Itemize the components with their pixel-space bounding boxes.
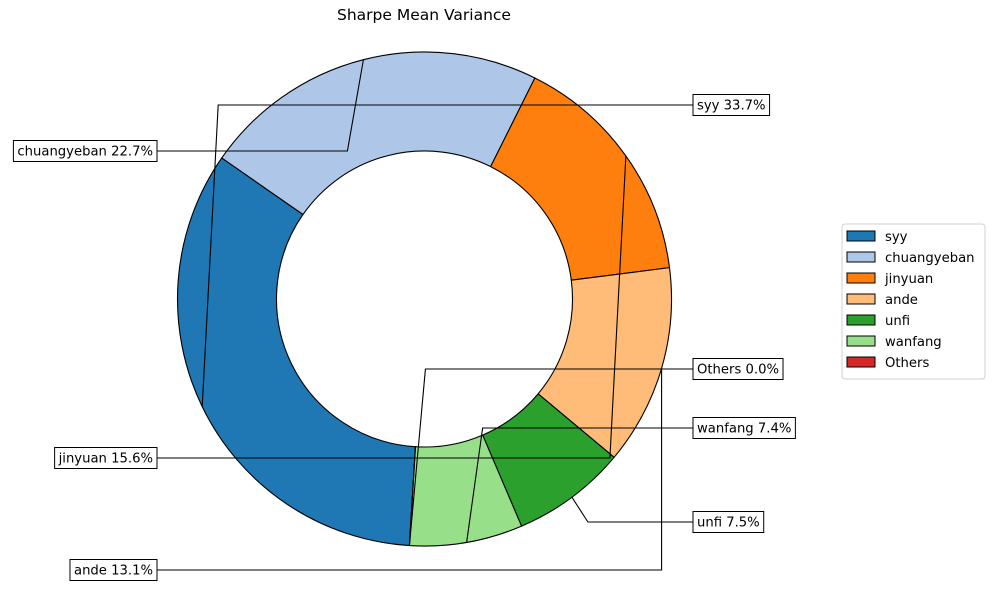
slice-connector-syy [201,104,693,407]
legend-frame [841,223,986,380]
slice-label-box-syy [692,94,771,116]
slice-label-box-chuangyeban [12,140,158,162]
legend-label-syy: syy [885,230,908,245]
slice-label-box-ande [69,559,158,581]
legend-swatch-ande [846,293,876,305]
legend-swatch-unfi [846,314,876,326]
legend-swatch-others [846,356,876,368]
legend-label-ande: ande [885,293,918,308]
slice-syy [177,157,417,547]
legend-swatch-syy [846,230,876,242]
slice-label-others: Others 0.0% [697,363,779,378]
slice-label-box-others [692,358,784,380]
slice-connector-wanfang [466,427,693,543]
slice-connector-chuangyeban [157,59,364,152]
slice-label-box-unfi [692,511,765,533]
legend-swatch-wanfang [846,335,876,347]
slice-labels: syy 33.7% chuangyeban 22.7% jinyuan 15.6% a… [12,59,796,581]
slice-label-chuangyeban: chuangyeban 22.7% [17,145,153,160]
slice-label-jinyuan: jinyuan 15.6% [58,452,153,467]
chart-title: Sharpe Mean Variance [337,6,511,24]
legend-label-jinyuan: jinyuan [884,272,933,287]
slice-label-box-wanfang [692,417,796,439]
legend-label-chuangyeban: chuangyeban [885,251,975,266]
legend: syy chuangyeban jinyuan ande unfi wanfang Othe… [841,223,986,380]
slice-connector-ande [157,368,663,571]
slice-label-box-jinyuan [54,447,158,469]
slice-connector-jinyuan [157,155,627,459]
slice-label-unfi: unfi 7.5% [697,516,760,531]
slice-chuangyeban [221,51,536,216]
slice-label-ande: ande 13.1% [74,564,153,579]
legend-label-wanfang: wanfang [885,335,942,350]
legend-swatch-chuangyeban [846,251,876,263]
slice-connector-unfi [571,496,693,523]
slices [177,51,672,547]
slice-connector-others [408,368,693,546]
legend-swatch-jinyuan [846,272,876,284]
legend-label-unfi: unfi [885,314,910,329]
legend-label-others: Others [885,356,929,371]
slice-label-syy: syy 33.7% [697,99,766,114]
slice-label-wanfang: wanfang 7.4% [697,422,791,437]
